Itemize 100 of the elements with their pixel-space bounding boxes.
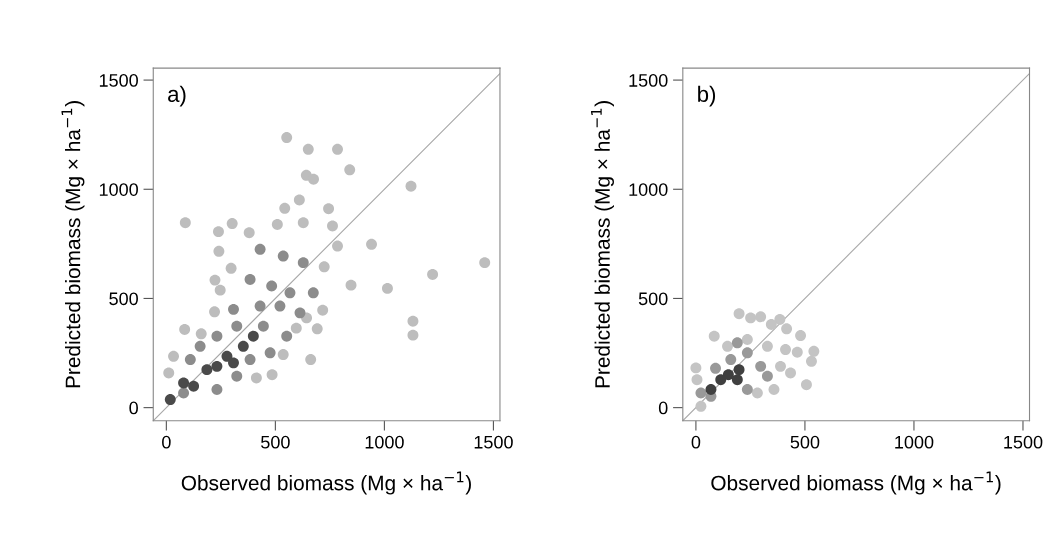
annotation: b) bbox=[698, 85, 716, 107]
point bbox=[201, 364, 213, 376]
point bbox=[302, 143, 314, 155]
point bbox=[751, 387, 763, 399]
x-axis-title: Observed biomass (Mg × ha$^{−1}$) bbox=[181, 471, 471, 495]
point bbox=[178, 377, 190, 389]
point bbox=[277, 349, 289, 361]
y-tick-label: 1000 bbox=[629, 183, 668, 196]
point bbox=[775, 360, 786, 372]
point bbox=[305, 354, 317, 366]
point bbox=[708, 330, 720, 342]
point bbox=[244, 273, 256, 285]
point bbox=[211, 330, 223, 342]
point bbox=[774, 313, 786, 325]
point bbox=[228, 303, 239, 315]
point bbox=[795, 330, 807, 342]
point bbox=[327, 220, 338, 232]
point bbox=[768, 384, 780, 395]
y-axis-title: Predicted biomass (Mg × ha$^{−1}$) bbox=[591, 101, 614, 388]
point bbox=[168, 350, 180, 362]
point bbox=[297, 217, 309, 229]
annotation: a) bbox=[168, 85, 186, 107]
point bbox=[733, 308, 745, 320]
x-axis-title: Observed biomass (Mg × ha$^{−1}$) bbox=[711, 471, 1001, 495]
point bbox=[695, 387, 707, 399]
point bbox=[226, 218, 238, 230]
point bbox=[228, 357, 239, 369]
y-tick-label: 500 bbox=[638, 292, 668, 306]
point bbox=[297, 257, 309, 269]
point bbox=[308, 173, 319, 185]
y-tick-label: 1500 bbox=[629, 74, 668, 87]
point bbox=[257, 320, 269, 332]
point bbox=[293, 194, 305, 206]
point bbox=[266, 280, 278, 292]
x-tick-label: 500 bbox=[261, 435, 290, 449]
point bbox=[366, 238, 377, 250]
point bbox=[244, 354, 256, 366]
point bbox=[755, 311, 767, 323]
point bbox=[247, 330, 259, 342]
point bbox=[178, 387, 190, 399]
point bbox=[755, 360, 767, 372]
point bbox=[427, 268, 439, 280]
point bbox=[163, 367, 175, 379]
point bbox=[211, 384, 223, 395]
point bbox=[209, 306, 220, 318]
point bbox=[731, 337, 743, 349]
point bbox=[254, 243, 266, 255]
point bbox=[209, 274, 221, 286]
point bbox=[745, 312, 757, 324]
point bbox=[184, 354, 196, 366]
point bbox=[733, 364, 745, 376]
point bbox=[214, 284, 226, 296]
x-tick-label: 500 bbox=[790, 435, 820, 449]
point bbox=[407, 315, 419, 327]
y-tick-label: 1500 bbox=[99, 74, 138, 87]
point bbox=[781, 323, 793, 335]
point bbox=[231, 320, 243, 332]
point bbox=[323, 203, 335, 215]
y-axis-title: Predicted biomass (Mg × ha$^{−1}$) bbox=[61, 101, 85, 388]
point bbox=[213, 245, 225, 257]
point bbox=[294, 307, 306, 319]
point bbox=[345, 279, 357, 291]
point bbox=[722, 340, 733, 352]
y-tick-label: 0 bbox=[658, 401, 668, 415]
x-tick-label: 1500 bbox=[1004, 435, 1043, 449]
point bbox=[715, 374, 727, 386]
point bbox=[254, 300, 266, 312]
point bbox=[264, 347, 276, 359]
point bbox=[808, 345, 820, 357]
point bbox=[725, 354, 737, 366]
point bbox=[765, 318, 777, 330]
point bbox=[281, 132, 293, 143]
point bbox=[195, 328, 207, 340]
point bbox=[231, 370, 243, 382]
point bbox=[332, 240, 343, 252]
point bbox=[332, 143, 343, 155]
point bbox=[318, 261, 330, 273]
point bbox=[311, 323, 323, 335]
point bbox=[211, 360, 223, 372]
point bbox=[277, 250, 289, 262]
point bbox=[250, 372, 262, 384]
y-tick-label: 500 bbox=[109, 292, 138, 306]
point bbox=[407, 329, 419, 341]
point bbox=[317, 304, 329, 316]
point bbox=[164, 394, 176, 406]
point bbox=[785, 367, 797, 379]
point bbox=[212, 226, 224, 238]
point bbox=[194, 340, 206, 352]
point bbox=[188, 380, 200, 392]
point bbox=[405, 180, 417, 192]
x-tick-label: 1500 bbox=[474, 435, 513, 449]
point bbox=[722, 369, 734, 381]
x-tick-label: 1000 bbox=[365, 435, 404, 449]
point bbox=[237, 340, 249, 352]
y-tick-label: 1000 bbox=[99, 183, 138, 196]
point bbox=[381, 282, 393, 294]
point bbox=[761, 370, 773, 382]
point bbox=[290, 322, 302, 334]
point bbox=[780, 344, 791, 356]
point bbox=[271, 218, 283, 230]
